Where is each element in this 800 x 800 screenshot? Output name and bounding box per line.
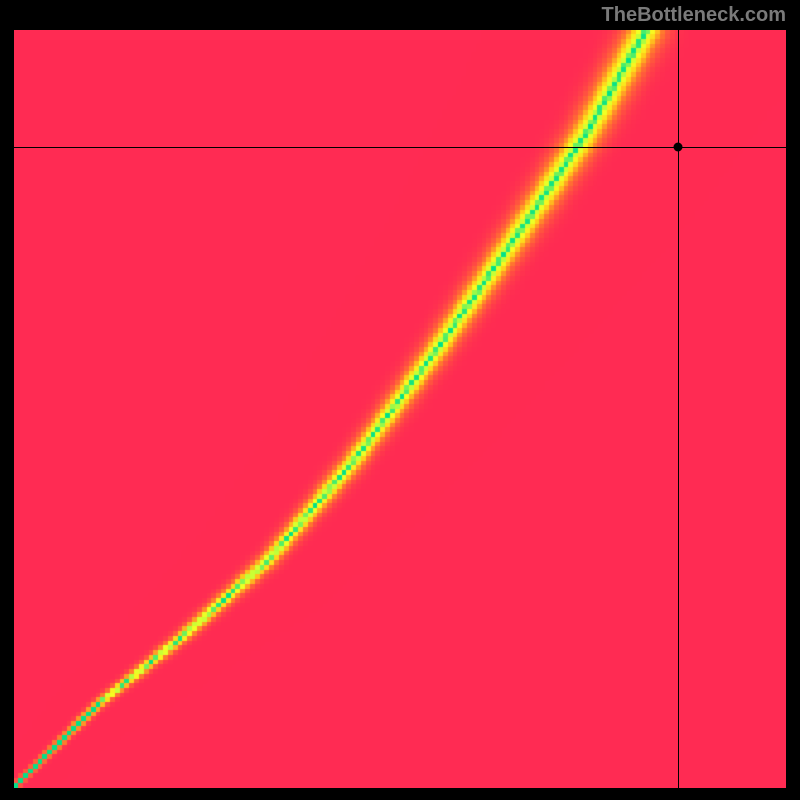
crosshair-marker (673, 143, 682, 152)
crosshair-horizontal (14, 147, 786, 148)
watermark-text: TheBottleneck.com (602, 4, 786, 27)
heatmap-canvas (14, 30, 786, 788)
chart-container: TheBottleneck.com (0, 0, 800, 800)
plot-area (14, 30, 786, 788)
